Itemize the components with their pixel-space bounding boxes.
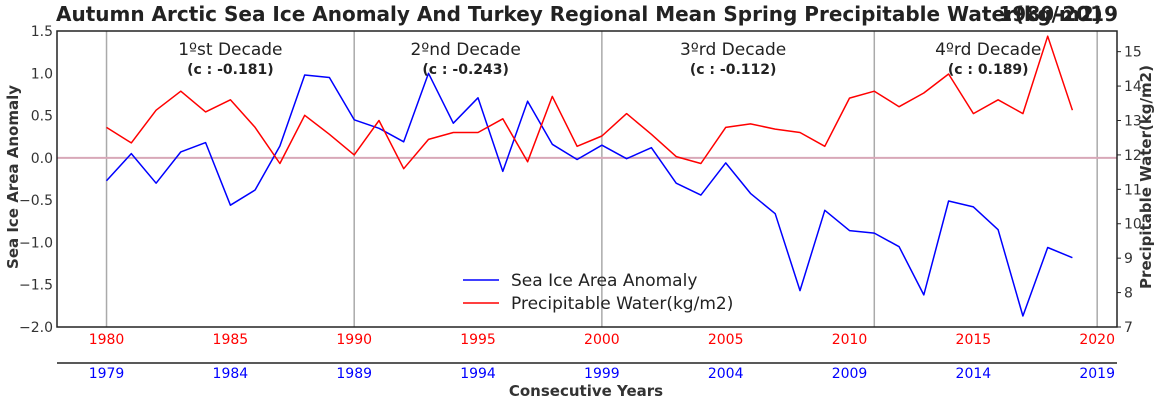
right-y-axis: 15 14 13 12 11 10 9 8 7 bbox=[1117, 45, 1142, 336]
decade-labels: 1ºst Decade (c : -0.181) 2ºnd Decade (c : -… bbox=[178, 40, 1041, 78]
bottom-x-tick-label: 2014 bbox=[956, 366, 992, 382]
left-tick-label: 0.5 bbox=[31, 109, 53, 125]
top-x-axis: 1980 1985 1990 1995 2000 2005 2010 2015 2020 bbox=[89, 332, 1115, 348]
right-tick-label: 10 bbox=[1124, 217, 1142, 233]
right-tick-label: 13 bbox=[1124, 113, 1142, 129]
right-tick-label: 9 bbox=[1124, 251, 1133, 267]
decade-lines bbox=[105, 31, 1098, 327]
left-tick-label: −0.5 bbox=[19, 193, 53, 209]
bottom-x-axis-title: Consecutive Years bbox=[509, 382, 663, 400]
right-tick-label: 11 bbox=[1124, 182, 1142, 198]
left-tick-label: 1.5 bbox=[31, 24, 53, 40]
right-tick-label: 14 bbox=[1124, 79, 1142, 95]
plot-frame bbox=[56, 30, 1118, 328]
top-x-tick-label: 2010 bbox=[832, 332, 868, 348]
legend-label: Precipitable Water(kg/m2) bbox=[511, 294, 733, 314]
right-tick-label: 8 bbox=[1124, 286, 1133, 302]
top-x-tick-label: 1990 bbox=[336, 332, 372, 348]
chart-title: Autumn Arctic Sea Ice Anomaly And Turkey… bbox=[56, 2, 1103, 26]
right-tick-label: 7 bbox=[1124, 320, 1133, 336]
series-layer bbox=[105, 35, 1074, 317]
right-tick-label: 15 bbox=[1124, 45, 1142, 61]
decade-correlation: (c : -0.112) bbox=[690, 62, 777, 78]
left-tick-label: −1.0 bbox=[19, 235, 53, 251]
legend: Sea Ice Area Anomaly Precipitable Water(k… bbox=[463, 271, 733, 314]
left-tick-label: 1.0 bbox=[31, 66, 53, 82]
chart-title-right: 1980-2019 bbox=[998, 2, 1118, 26]
decade-title: 3ºrd Decade bbox=[680, 40, 786, 60]
bottom-x-tick-label: 1999 bbox=[584, 366, 620, 382]
left-tick-label: −1.5 bbox=[19, 278, 53, 294]
bottom-x-tick-label: 1979 bbox=[89, 366, 125, 382]
decade-correlation: (c : -0.243) bbox=[422, 62, 509, 78]
bottom-x-tick-label: 1989 bbox=[336, 366, 372, 382]
top-x-tick-label: 1995 bbox=[460, 332, 496, 348]
top-x-tick-label: 2005 bbox=[708, 332, 744, 348]
series-line-precipitable-water-kg-m bbox=[106, 35, 1074, 170]
bottom-x-axis: 1979 1984 1989 1994 1999 2004 2009 2014 2019 bbox=[89, 366, 1115, 382]
top-x-tick-label: 2000 bbox=[584, 332, 620, 348]
top-x-tick-label: 1985 bbox=[213, 332, 249, 348]
legend-label: Sea Ice Area Anomaly bbox=[511, 271, 697, 291]
top-x-tick-label: 1980 bbox=[89, 332, 125, 348]
bottom-x-tick-label: 2019 bbox=[1079, 366, 1115, 382]
top-x-tick-label: 2015 bbox=[956, 332, 992, 348]
right-tick-label: 12 bbox=[1124, 148, 1142, 164]
decade-title: 1ºst Decade bbox=[178, 40, 282, 60]
right-y-axis-title: Precipitable Water(kg/m2) bbox=[1137, 65, 1155, 289]
bottom-x-tick-label: 2009 bbox=[832, 366, 868, 382]
decade-correlation: (c : -0.181) bbox=[187, 62, 274, 78]
series-line-sea-ice-area-anomaly bbox=[105, 72, 1073, 317]
decade-title: 4ºrd Decade bbox=[935, 40, 1041, 60]
left-tick-label: −2.0 bbox=[19, 320, 53, 336]
decade-correlation: (c : 0.189) bbox=[948, 62, 1029, 78]
left-y-axis-title: Sea Ice Area Anomaly bbox=[4, 85, 22, 269]
left-tick-label: 0.0 bbox=[31, 151, 53, 167]
bottom-x-tick-label: 2004 bbox=[708, 366, 744, 382]
left-y-axis: 1.5 1.0 0.5 0.0 −0.5 −1.0 −1.5 −2.0 bbox=[19, 24, 53, 336]
bottom-x-tick-label: 1994 bbox=[460, 366, 496, 382]
bottom-x-tick-label: 1984 bbox=[213, 366, 249, 382]
decade-title: 2ºnd Decade bbox=[410, 40, 520, 60]
top-x-tick-label: 2020 bbox=[1079, 332, 1115, 348]
